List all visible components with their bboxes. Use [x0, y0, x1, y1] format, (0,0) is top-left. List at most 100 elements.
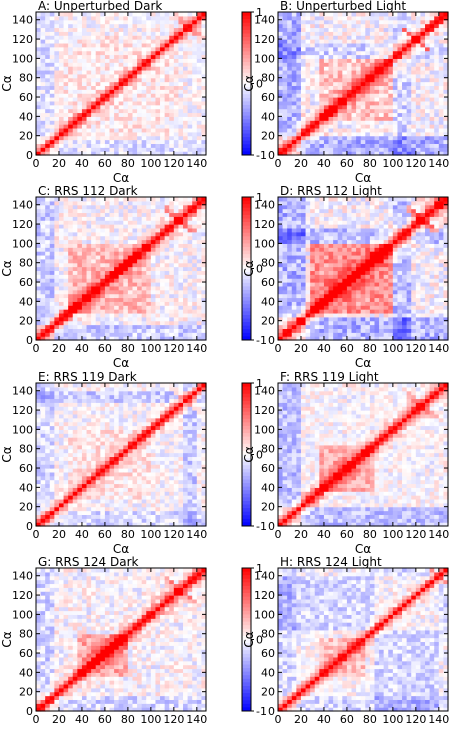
heatmap-cell [323, 224, 330, 229]
heatmap-cell [68, 151, 74, 156]
heatmap-cell [278, 112, 284, 117]
heatmap-cell [118, 108, 124, 114]
heatmap-cell [196, 266, 202, 272]
heatmap-cell [114, 312, 120, 318]
heatmap-cell [150, 274, 157, 279]
heatmap-cell [95, 124, 101, 129]
heatmap-cell [310, 135, 316, 141]
heatmap-cell [146, 143, 152, 148]
heatmap-cell [201, 197, 207, 202]
heatmap-cell [314, 100, 320, 106]
heatmap-cell [77, 293, 83, 299]
heatmap-cell [438, 100, 444, 106]
heatmap-cell [392, 54, 399, 59]
heatmap-cell [123, 328, 129, 333]
heatmap-cell [63, 239, 69, 244]
heatmap-cell [346, 93, 353, 98]
heatmap-cell [72, 282, 78, 287]
heatmap-cell [63, 293, 69, 299]
heatmap-cell [114, 293, 120, 299]
colorbar-segment [242, 204, 251, 209]
heatmap-cell [187, 12, 193, 17]
heatmap-cell [342, 266, 348, 272]
heatmap-cell [123, 293, 129, 299]
heatmap-cell [337, 19, 343, 25]
heatmap-cell [86, 216, 92, 221]
heatmap-cell [86, 69, 92, 75]
heatmap-cell [305, 247, 311, 252]
heatmap-cell [434, 77, 440, 83]
x-axis-label: Cα [113, 356, 129, 370]
heatmap-cell [425, 120, 431, 125]
heatmap-cell [278, 42, 284, 48]
heatmap-cell [282, 227, 288, 233]
heatmap-cell [72, 289, 78, 295]
heatmap-cell [150, 220, 157, 225]
heatmap-cell [291, 81, 297, 87]
heatmap-cell [425, 39, 431, 44]
heatmap-cell [429, 127, 435, 133]
heatmap-cell [319, 97, 325, 102]
heatmap-cell [45, 143, 51, 148]
heatmap-cell [72, 116, 78, 121]
heatmap-cell [123, 66, 129, 71]
heatmap-cell [178, 58, 184, 63]
heatmap-cell [86, 12, 92, 17]
heatmap-cell [63, 204, 69, 210]
heatmap-cell [314, 62, 320, 67]
heatmap-cell [282, 69, 288, 75]
heatmap-cell [127, 127, 134, 133]
heatmap-cell [420, 143, 426, 148]
heatmap-cell [438, 54, 444, 59]
heatmap-cell [72, 73, 78, 79]
heatmap-cell [169, 127, 175, 133]
heatmap-cell [374, 120, 380, 125]
heatmap-cell [356, 104, 362, 110]
heatmap-cell [68, 139, 74, 144]
heatmap-cell [300, 200, 307, 206]
heatmap-cell [86, 262, 92, 268]
heatmap-cell [379, 27, 385, 32]
heatmap-cell [127, 282, 134, 287]
heatmap-cell [109, 73, 115, 79]
heatmap-cell [201, 336, 207, 341]
heatmap-cell [100, 316, 106, 322]
heatmap-cell [360, 35, 366, 40]
heatmap-cell [282, 231, 288, 237]
heatmap-cell [300, 124, 307, 129]
heatmap-cell [192, 235, 198, 241]
heatmap-cell [300, 274, 307, 279]
heatmap-cell [109, 85, 115, 90]
heatmap-cell [346, 19, 353, 25]
heatmap-cell [123, 147, 129, 152]
heatmap-cell [178, 309, 184, 314]
heatmap-cell [346, 316, 353, 322]
heatmap-cell [58, 58, 65, 63]
heatmap-cell [118, 220, 124, 225]
heatmap-cell [282, 66, 288, 71]
heatmap-cell [95, 285, 101, 291]
heatmap-cell [141, 19, 147, 25]
heatmap-cell [54, 15, 60, 21]
heatmap-cell [54, 127, 60, 133]
heatmap-cell [81, 85, 88, 90]
heatmap-cell [100, 81, 106, 87]
heatmap-cell [127, 224, 134, 229]
heatmap-cell [91, 239, 97, 244]
heatmap-cell [45, 19, 51, 25]
heatmap-cell [114, 243, 120, 248]
heatmap-cell [201, 23, 207, 29]
heatmap-cell [337, 116, 343, 121]
heatmap-cell [54, 235, 60, 241]
heatmap-cell [201, 81, 207, 87]
heatmap-cell [342, 112, 348, 117]
heatmap-cell [160, 89, 166, 94]
heatmap-cell [300, 93, 307, 98]
heatmap-cell [91, 31, 97, 36]
heatmap-cell [109, 93, 115, 98]
heatmap-cell [296, 247, 302, 252]
heatmap-cell [164, 197, 170, 202]
heatmap-cell [40, 77, 46, 83]
heatmap-cell [132, 151, 138, 156]
heatmap-cell [104, 31, 111, 36]
